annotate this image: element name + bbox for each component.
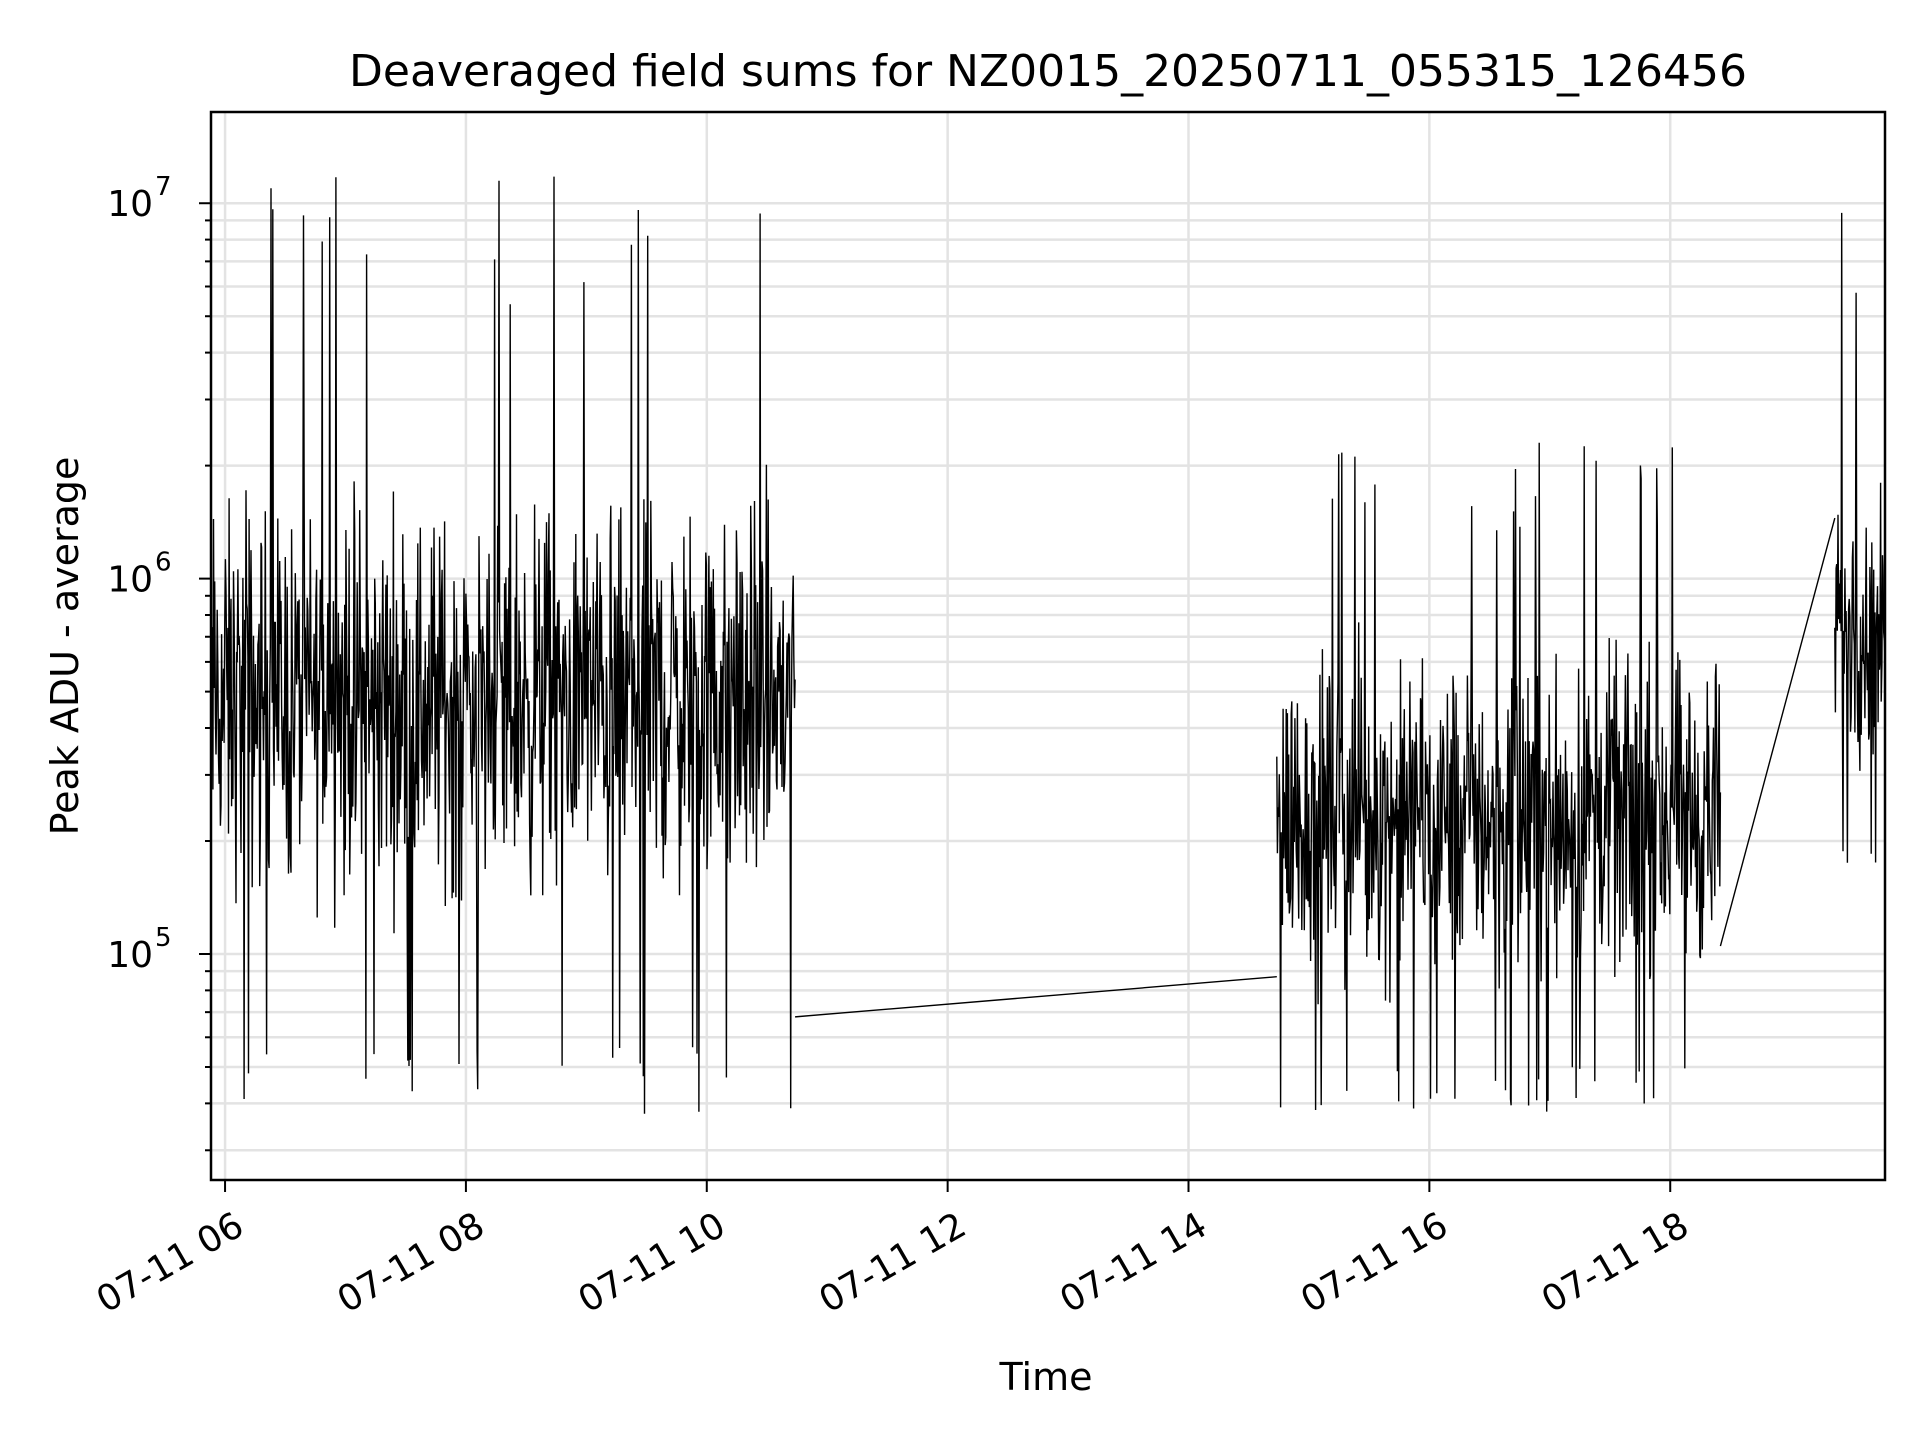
y-tick-label: 10 xyxy=(107,560,153,601)
y-tick-exponent: 6 xyxy=(155,548,172,578)
y-tick-label: 10 xyxy=(107,184,153,225)
series-layer xyxy=(210,176,1886,1114)
chart-title: Deaveraged field sums for NZ0015_2025071… xyxy=(349,46,1747,97)
series-gap-connector-1 xyxy=(795,976,1277,1018)
y-tick-exponent: 5 xyxy=(155,923,172,953)
plot-frame xyxy=(209,110,1887,1182)
series-segment-3 xyxy=(1834,212,1886,863)
y-tick-exponent: 7 xyxy=(155,172,172,202)
grid-layer xyxy=(211,112,1885,1180)
series-segment-2 xyxy=(1276,442,1722,1112)
x-axis-label: Time xyxy=(999,1355,1093,1399)
y-tick-label: 10 xyxy=(107,935,153,976)
y-axis-label: Peak ADU - average xyxy=(43,457,87,836)
series-gap-connector-2 xyxy=(1719,517,1836,947)
series-segment-1 xyxy=(210,176,796,1114)
